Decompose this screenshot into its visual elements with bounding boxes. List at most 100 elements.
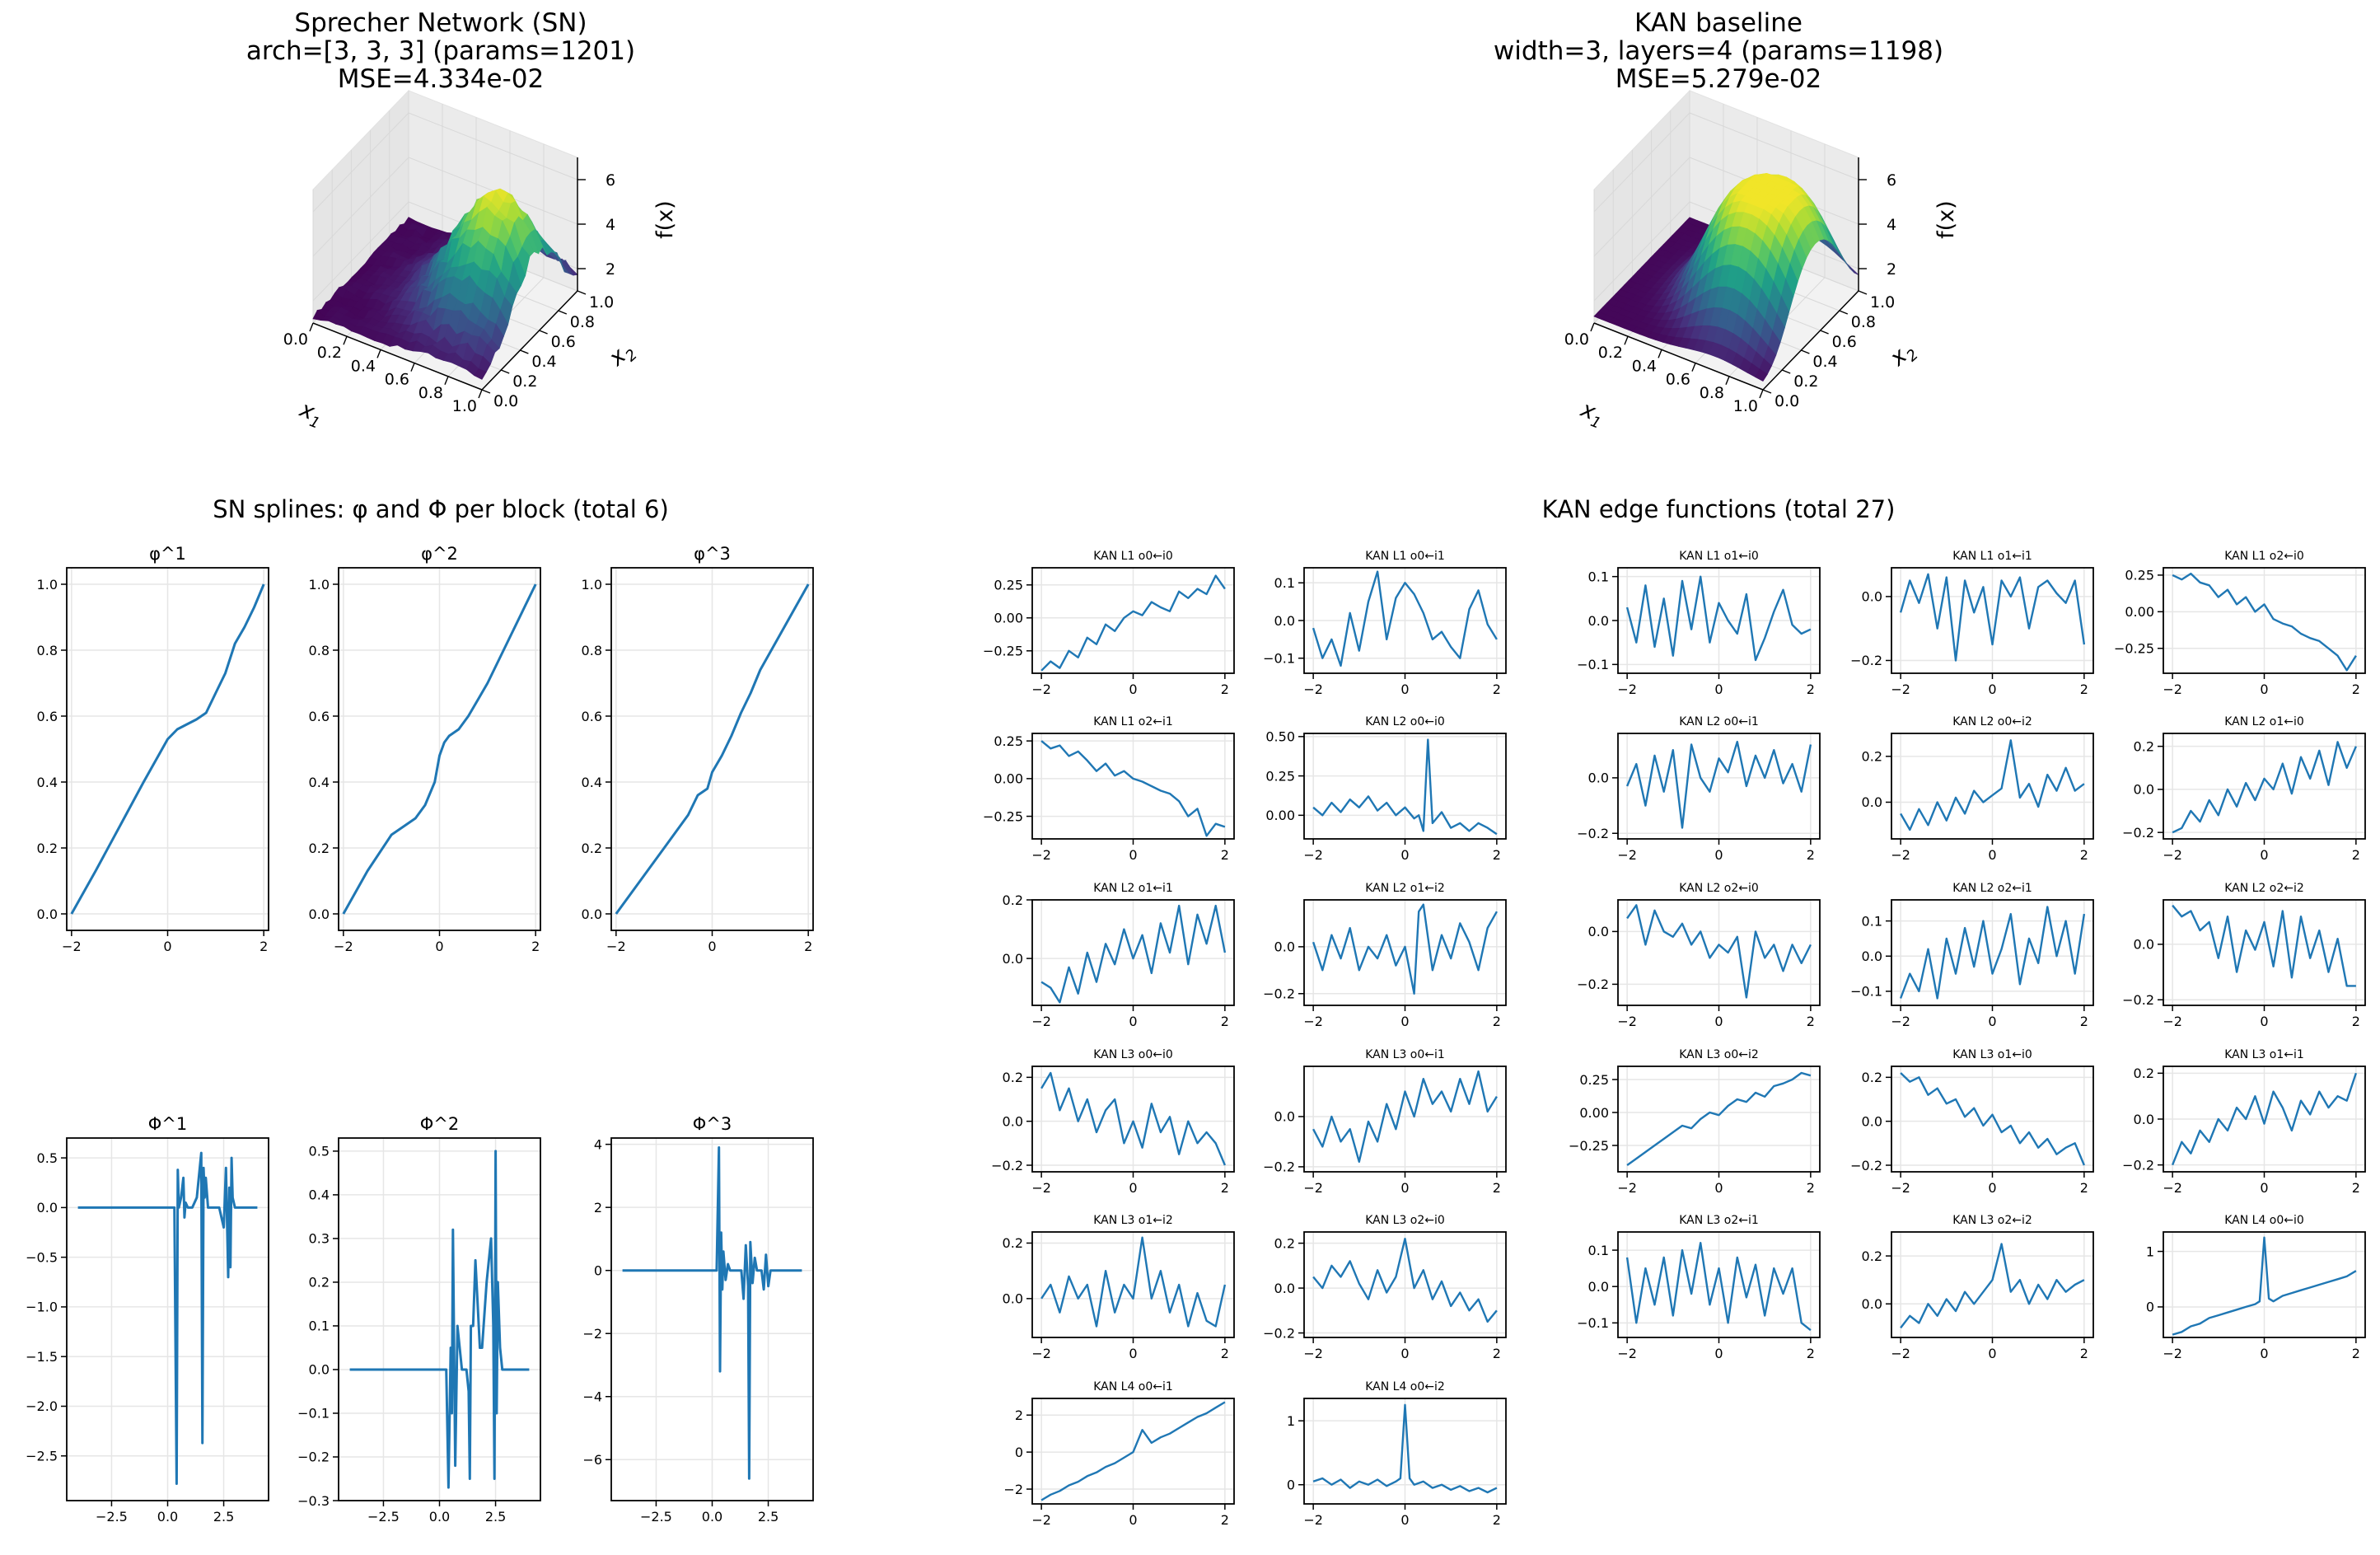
x-tick-label: 2.5 [213, 1509, 234, 1525]
x2-tick-label: 0.4 [531, 353, 556, 371]
x-tick-label: 2 [1807, 847, 1815, 863]
x-tick-label: −2 [1031, 681, 1051, 697]
x-tick-label: 0 [1400, 1346, 1409, 1361]
x-tick-label: 2 [2352, 681, 2360, 697]
x2-tick-label: 0.2 [512, 372, 537, 391]
panel-title: Φ^2 [420, 1114, 460, 1134]
x-tick-label: 2 [2080, 1180, 2088, 1196]
y-tick-label: −0.2 [1850, 653, 1882, 668]
panel-title: KAN L3 o2←i2 [1952, 1214, 2032, 1227]
y-tick-label: 0.2 [1862, 749, 1882, 765]
y-tick-label: 0.0 [309, 906, 330, 922]
x-tick-label: 2 [1221, 1180, 1229, 1196]
x-tick-label: 0 [435, 939, 443, 954]
y-tick-label: 0.1 [309, 1318, 330, 1334]
y-tick-label: 0.2 [1862, 1248, 1882, 1264]
x-tick-label: 0 [1129, 847, 1137, 863]
x1-tick [1760, 390, 1763, 398]
y-tick-label: 0.0 [1862, 948, 1882, 964]
y-tick-label: 0.25 [994, 733, 1023, 749]
panel-title: KAN L2 o2←i2 [2224, 882, 2304, 895]
y-tick-label: 0.2 [1274, 1235, 1295, 1251]
y-tick-label: 2 [1015, 1407, 1023, 1423]
x1-tick [310, 323, 313, 331]
panel-title: KAN L3 o2←i1 [1679, 1214, 1759, 1227]
x-tick-label: 0 [1129, 1014, 1137, 1029]
y-tick-label: 0 [1287, 1477, 1295, 1492]
y-tick-label: −0.1 [1577, 1315, 1609, 1331]
x-tick-label: 0.0 [429, 1509, 450, 1525]
y-tick-label: 1.0 [582, 577, 602, 592]
x-tick-label: 0 [708, 939, 716, 954]
x1-tick-label: 0.8 [418, 384, 443, 402]
sn-title-line-1: Sprecher Network (SN) [294, 8, 587, 38]
panel-title: KAN L3 o0←i1 [1365, 1048, 1445, 1061]
x-tick-label: 0 [1400, 847, 1409, 863]
x2-tick [540, 330, 548, 334]
x2-tick-label: 1.0 [589, 293, 614, 311]
x-tick-label: 2 [1807, 681, 1815, 697]
x2-tick [1782, 370, 1790, 373]
x-tick-label: 0 [1400, 1180, 1409, 1196]
x-tick-label: −2 [2163, 1346, 2182, 1361]
y-tick-label: 0.2 [309, 841, 330, 856]
x2-tick-label: 0.0 [1774, 392, 1799, 410]
z-tick-label: 6 [1887, 171, 1896, 190]
x1-tick [1591, 323, 1594, 331]
y-tick-label: 0.2 [1003, 1235, 1023, 1251]
x-tick-label: −2 [1891, 847, 1910, 863]
y-tick-label: 0.0 [1003, 1291, 1023, 1307]
x-tick-label: 2 [1493, 1512, 1501, 1528]
y-tick-label: 0.0 [2134, 937, 2154, 953]
y-tick-label: 0.5 [309, 1144, 330, 1159]
y-tick-label: 0.4 [309, 775, 330, 790]
panel-title: KAN L2 o0←i1 [1679, 715, 1759, 728]
panel-title: KAN L1 o1←i0 [1679, 550, 1759, 563]
panel-title: KAN L3 o1←i0 [1952, 1048, 2032, 1061]
sn-title-line-3: MSE=4.334e-02 [338, 64, 544, 94]
x-tick-label: 2 [1221, 1346, 1229, 1361]
y-tick-label: 0.00 [994, 611, 1023, 626]
x-tick-label: 2 [2352, 1180, 2360, 1196]
kan-title: KAN baseline width=3, layers=4 (params=1… [1494, 8, 1943, 94]
y-tick-label: 0.0 [2134, 1112, 2154, 1127]
x-tick-label: −2 [1303, 1512, 1323, 1528]
x-tick-label: −2 [1031, 1512, 1051, 1528]
y-tick-label: 0.8 [37, 643, 58, 658]
y-tick-label: 2 [594, 1200, 602, 1215]
y-tick-label: 0.1 [1588, 1243, 1609, 1258]
sn-splines-title: SN splines: φ and Φ per block (total 6) [213, 495, 669, 523]
y-tick-label: 4 [594, 1136, 602, 1152]
y-tick-label: 0.4 [582, 775, 602, 790]
x1-tick [445, 377, 448, 385]
panel-title: Φ^3 [693, 1114, 732, 1134]
x-tick-label: 2 [1221, 1512, 1229, 1528]
x2-tick [1840, 311, 1848, 314]
panel-title: KAN L2 o2←i0 [1679, 882, 1759, 895]
y-tick-label: −0.5 [26, 1249, 58, 1265]
panel-title: KAN L2 o0←i0 [1365, 715, 1445, 728]
x-tick-label: 0 [2260, 1346, 2268, 1361]
x-tick-label: −2 [1031, 1014, 1051, 1029]
x1-axis-label: x1 [294, 396, 327, 433]
y-tick-label: 0.2 [1003, 892, 1023, 908]
x-tick-label: −2 [2163, 681, 2182, 697]
panel-title: KAN L4 o0←i1 [1093, 1380, 1173, 1393]
x-tick-label: 0 [1988, 1180, 1996, 1196]
panel-title: KAN L4 o0←i0 [2224, 1214, 2304, 1227]
y-tick-label: −4 [582, 1389, 602, 1404]
